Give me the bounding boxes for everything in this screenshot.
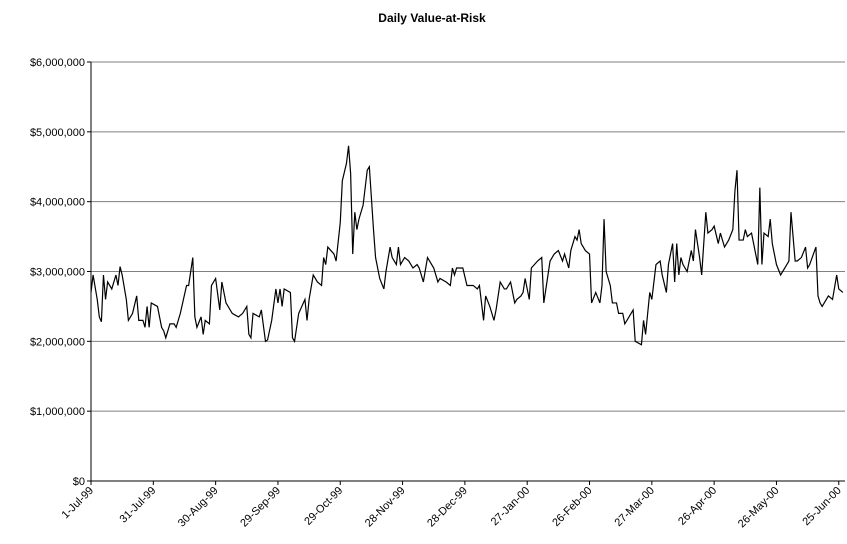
x-tick-label: 26-Apr-00 [676,485,719,528]
x-tick-label: 27-Mar-00 [613,485,657,529]
x-tick-label: 1-Jul-99 [60,485,97,522]
x-tick-label: 27-Jan-00 [489,485,533,529]
x-tick-label: 28-Dec-99 [425,485,470,530]
x-tick-label: 31-Jul-99 [118,485,159,526]
y-tick-label: $0 [73,476,85,488]
y-tick-label: $4,000,000 [30,197,85,209]
x-tick-label: 28-Nov-99 [363,485,408,530]
y-tick-label: $3,000,000 [30,267,85,279]
y-tick-label: $2,000,000 [30,336,85,348]
x-tick-label: 25-Jun-00 [800,485,844,529]
x-tick-label: 30-Aug-99 [176,485,221,530]
x-tick-label: 29-Sep-99 [238,485,283,530]
x-tick-label: 29-Oct-99 [302,485,345,528]
data-line [90,145,844,346]
x-tick-label: 26-Feb-00 [550,485,594,529]
y-tick-label: $1,000,000 [30,406,85,418]
chart-title: Daily Value-at-Risk [378,11,486,25]
y-tick-label: $5,000,000 [30,127,85,139]
x-tick-label: 26-May-00 [736,485,782,531]
y-tick-label: $6,000,000 [30,57,85,69]
